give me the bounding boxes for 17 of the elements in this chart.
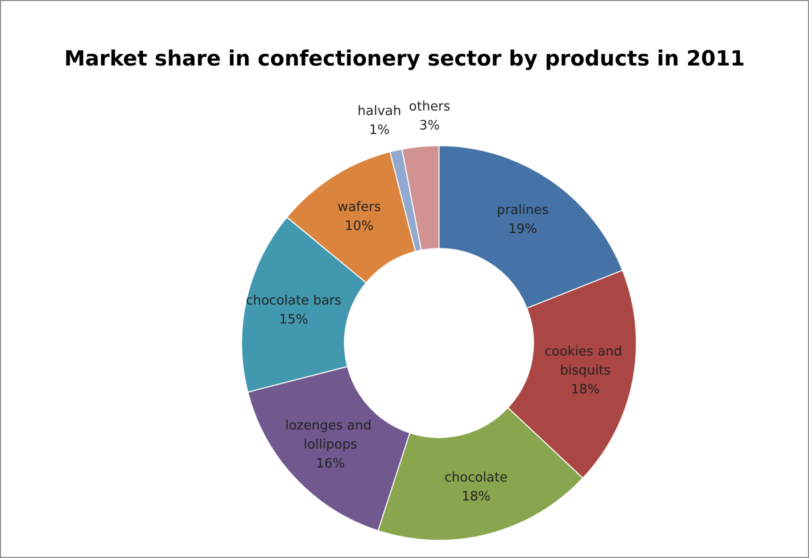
slice-label: halvah xyxy=(358,104,402,120)
data-label: 10% xyxy=(344,219,374,234)
data-label: 18% xyxy=(570,382,600,398)
data-label: 1% xyxy=(369,123,390,138)
data-label: 3% xyxy=(419,118,440,134)
slice-label: chocolate bars xyxy=(246,294,342,309)
slice-label: wafers xyxy=(338,200,382,216)
slice-label: cookies and bisquits xyxy=(544,344,626,378)
chart-title: Market share in confectionery sector by products in 2011 xyxy=(64,46,745,70)
slice-label: lozenges and lollipops xyxy=(285,418,376,452)
data-label: 16% xyxy=(316,456,345,472)
data-label: 18% xyxy=(462,489,490,504)
slice-label: pralines xyxy=(496,202,549,218)
data-label: 15% xyxy=(279,312,308,328)
data-label: 19% xyxy=(508,222,538,237)
slice-label: chocolate xyxy=(444,470,508,486)
slice-label: others xyxy=(408,100,451,115)
